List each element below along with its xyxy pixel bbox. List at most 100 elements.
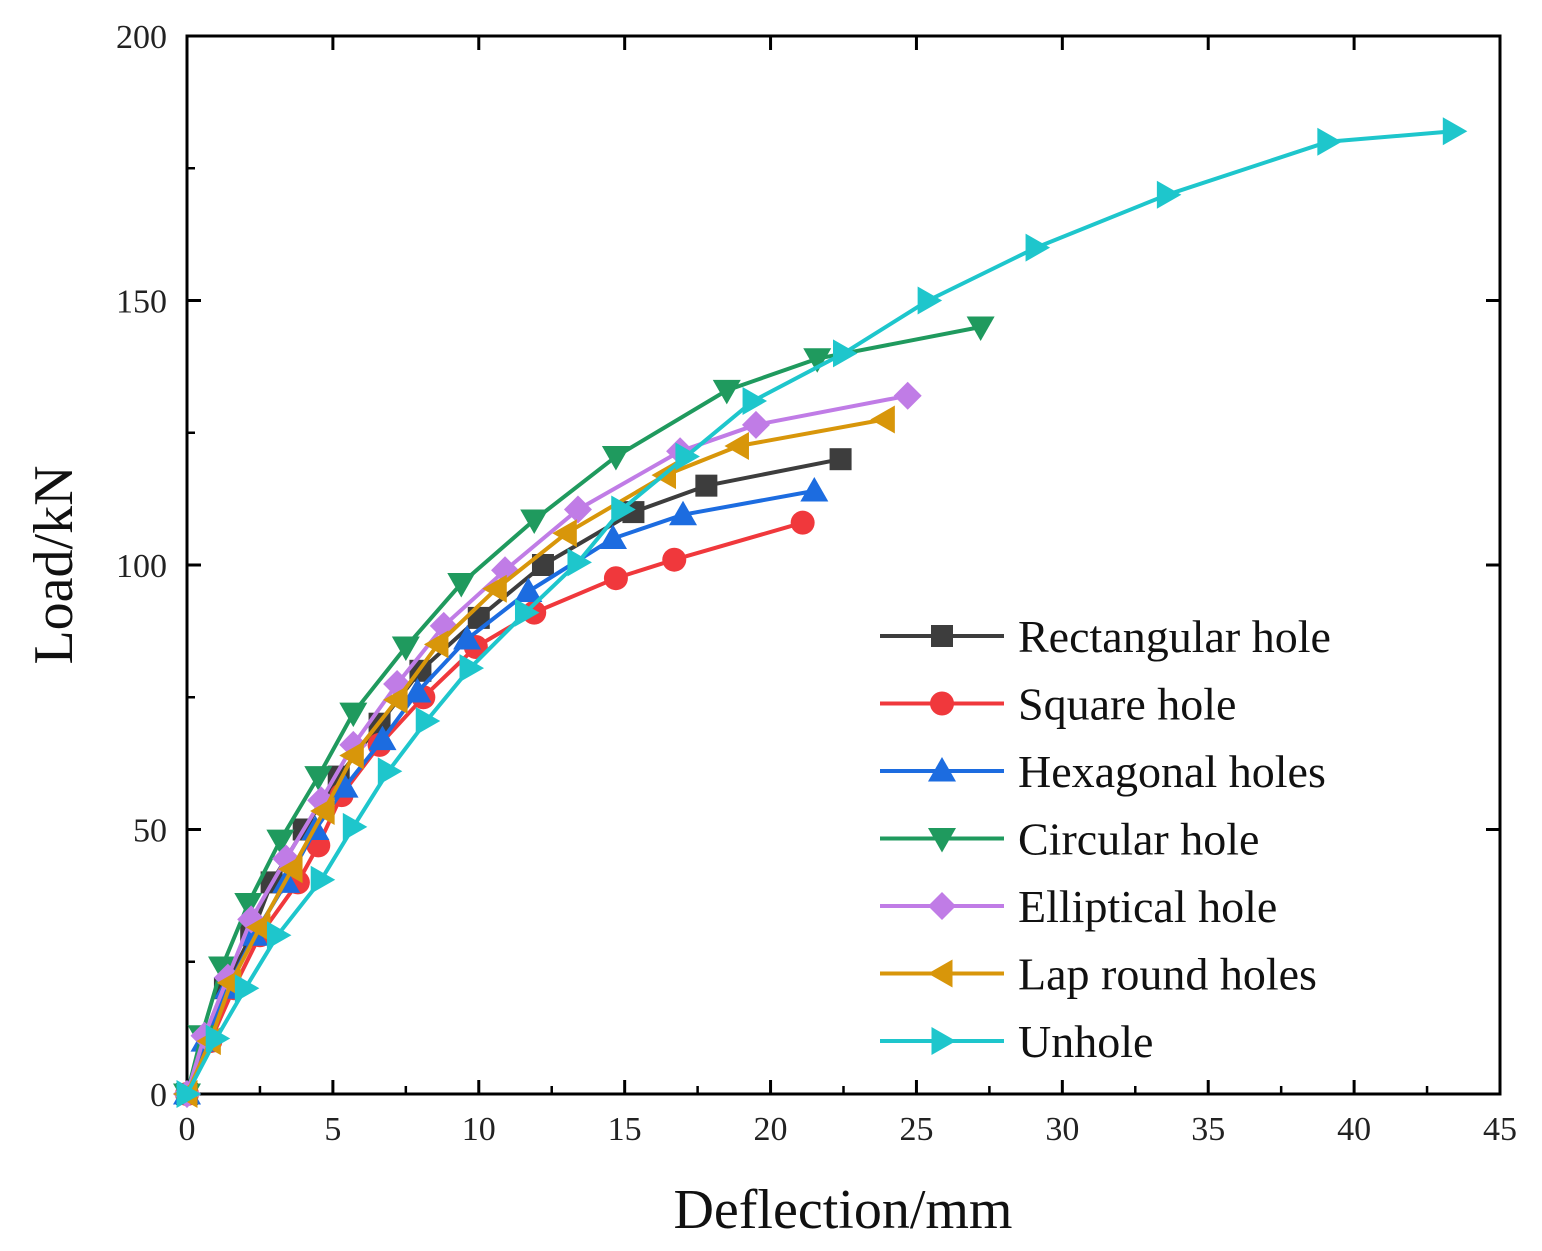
legend-marker (928, 892, 956, 920)
data-point (240, 921, 269, 946)
legend-label: Square hole (1018, 679, 1236, 730)
series-line (185, 520, 804, 1095)
data-point (514, 577, 543, 602)
data-point (176, 1080, 201, 1108)
data-point (598, 524, 627, 550)
data-point (447, 573, 476, 598)
data-point (368, 725, 397, 751)
x-axis: 0 5 10 15 20 25 30 35 40 45 (179, 36, 1517, 1148)
series-line (185, 325, 981, 1095)
data-point (415, 707, 441, 736)
y-axis-title: Load/kN (23, 465, 85, 664)
y-tick-label: 100 (116, 548, 167, 585)
data-point (966, 316, 995, 341)
legend-marker (931, 625, 953, 647)
data-point (829, 448, 852, 471)
data-point (803, 348, 832, 373)
data-point (800, 476, 829, 502)
data-point (310, 796, 335, 825)
data-point (1442, 117, 1468, 146)
series-unhole (176, 117, 1468, 1108)
x-tick-label: 45 (1483, 1111, 1517, 1148)
legend-marker (928, 757, 956, 782)
series-square-hole (175, 510, 815, 1106)
y-tick-label: 50 (133, 813, 167, 850)
x-tick-label: 20 (754, 1111, 788, 1148)
legend: Rectangular hole Square hole Hexagonal hol… (880, 611, 1331, 1067)
legend-label: Elliptical hole (1018, 881, 1277, 932)
plot-frame (185, 34, 1502, 1096)
data-point (459, 654, 485, 683)
data-point (514, 598, 540, 627)
legend-item: Rectangular hole (880, 611, 1331, 662)
data-point (870, 405, 895, 434)
legend-marker (928, 828, 956, 853)
data-point (567, 548, 592, 577)
legend-item: Square hole (880, 679, 1236, 730)
series-layer (173, 117, 1468, 1108)
legend-item: Circular hole (880, 814, 1259, 865)
data-point (266, 829, 295, 855)
data-point (611, 495, 636, 524)
series-circular-hole (173, 316, 995, 1108)
data-point (339, 741, 364, 770)
data-point (453, 625, 482, 650)
legend-label: Hexagonal holes (1018, 746, 1326, 797)
data-point (482, 574, 507, 603)
y-tick-label: 0 (150, 1077, 167, 1114)
data-point (339, 702, 368, 728)
data-point (662, 547, 687, 572)
data-point (403, 677, 432, 703)
x-tick-label: 25 (899, 1111, 933, 1148)
legend-marker (928, 959, 953, 988)
data-point (391, 636, 420, 661)
data-point (603, 566, 628, 591)
x-tick-label: 40 (1337, 1111, 1371, 1148)
legend-label: Circular hole (1018, 814, 1259, 865)
legend-label: Lap round holes (1018, 949, 1317, 1000)
data-point (893, 381, 922, 410)
y-tick-label: 200 (116, 19, 167, 56)
data-point (304, 766, 333, 791)
legend-item: Lap round holes (880, 949, 1317, 1000)
x-tick-label: 30 (1045, 1111, 1079, 1148)
data-point (278, 855, 303, 884)
data-point (601, 446, 630, 471)
data-point (423, 630, 449, 659)
legend-marker (930, 691, 954, 716)
data-point (669, 500, 698, 526)
data-point (520, 509, 549, 535)
y-tick-label: 150 (116, 284, 167, 321)
data-point (712, 379, 741, 405)
legend-label: Rectangular hole (1018, 611, 1331, 662)
data-point (917, 286, 943, 315)
data-point (208, 956, 237, 982)
series-rectangular-hole (176, 448, 852, 1105)
data-point (724, 431, 749, 460)
data-point (234, 893, 263, 918)
series-elliptical-hole (173, 381, 922, 1108)
y-axis: 0 50 100 150 200 (116, 19, 1500, 1114)
legend-item: Elliptical hole (880, 881, 1277, 932)
data-point (234, 974, 260, 1003)
legend-item: Hexagonal holes (880, 746, 1326, 797)
data-point (1156, 180, 1182, 209)
data-point (790, 510, 815, 535)
data-point (675, 442, 700, 471)
series-line (185, 129, 1454, 1095)
data-point (742, 387, 768, 416)
x-tick-label: 35 (1191, 1111, 1225, 1148)
data-point (833, 339, 858, 368)
data-point (266, 921, 292, 950)
data-point (563, 495, 592, 524)
series-line (185, 457, 841, 1095)
data-point (377, 757, 403, 786)
data-point (552, 519, 577, 548)
x-tick-label: 15 (608, 1111, 642, 1148)
data-point (245, 913, 271, 942)
x-tick-label: 5 (324, 1111, 341, 1148)
data-point (383, 685, 408, 714)
series-line (185, 393, 909, 1095)
data-point (310, 865, 336, 894)
